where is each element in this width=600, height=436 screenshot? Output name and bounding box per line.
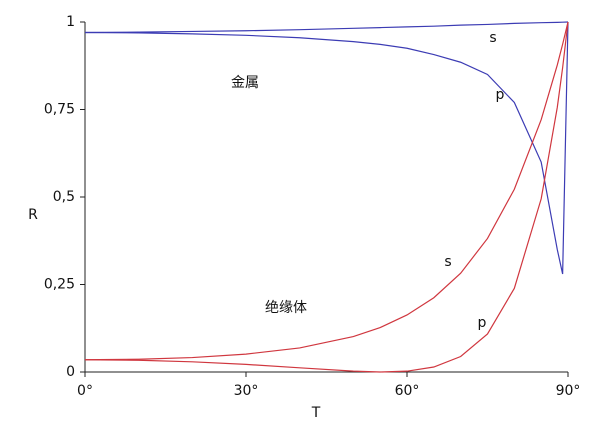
- y-tick-label: 0,75: [44, 102, 75, 118]
- line-series: [84, 21, 569, 361]
- line-series: [84, 21, 569, 34]
- curve-label: p: [478, 315, 487, 331]
- x-tick-label: 0°: [77, 383, 93, 399]
- x-tick-label: 60°: [395, 383, 420, 399]
- y-tick-label: 0,5: [53, 189, 75, 205]
- annotation: 绝缘体: [265, 300, 307, 316]
- line-series: [84, 21, 569, 373]
- x-axis-label: T: [311, 405, 321, 421]
- y-tick-label: 1: [66, 14, 75, 30]
- annotation: 金属: [231, 75, 259, 91]
- curve-label: p: [496, 87, 505, 103]
- y-axis-label: R: [28, 207, 38, 223]
- x-tick-label: 90°: [556, 383, 581, 399]
- y-tick-label: 0,25: [44, 277, 75, 293]
- curve-label: s: [444, 254, 451, 270]
- y-tick-label: 0: [66, 364, 75, 380]
- line-series: [84, 21, 569, 275]
- x-tick-label: 30°: [234, 383, 259, 399]
- curve-label: s: [489, 30, 496, 46]
